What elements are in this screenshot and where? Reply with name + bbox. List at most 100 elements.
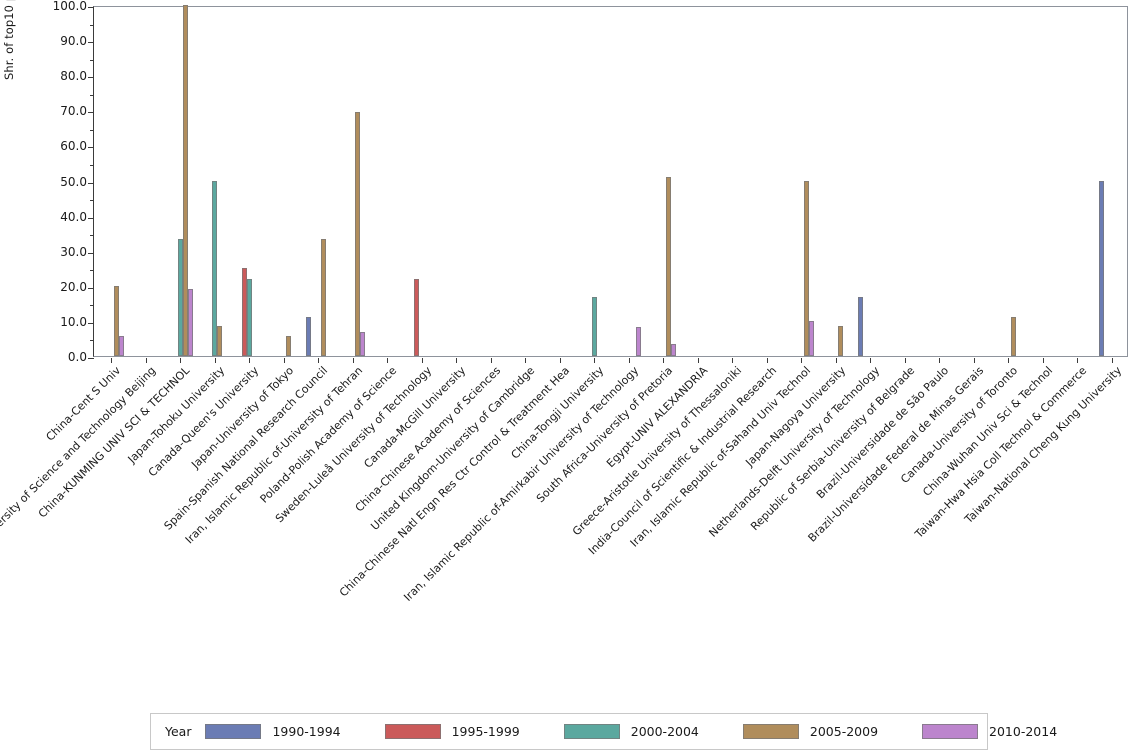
y-axis-minor-tick	[90, 305, 94, 307]
x-axis-label: Sweden-Luleå University of Technology	[272, 364, 434, 526]
y-axis-minor-tick	[90, 94, 94, 96]
bar	[241, 268, 247, 356]
x-axis-tick	[628, 358, 630, 363]
bar	[838, 326, 844, 356]
bar	[591, 297, 597, 356]
x-axis-label: Canada-McGill University	[361, 364, 469, 471]
x-axis-label: India-Council of Scientific & Industrial…	[585, 364, 779, 558]
bar	[187, 289, 193, 356]
y-axis-minor-tick	[90, 24, 94, 26]
legend-item[interactable]: 2005-2009	[742, 724, 914, 739]
legend-swatch	[922, 724, 979, 739]
y-axis-tick	[88, 287, 94, 289]
y-axis-tick	[88, 77, 94, 79]
x-axis-label: South Africa-University of Pretoria	[534, 364, 676, 506]
x-axis-label: China-Chinese Academy of Sciences	[352, 364, 503, 515]
x-axis-tick	[939, 358, 941, 363]
x-axis-label: China-Cent S Univ	[43, 364, 124, 444]
bar	[355, 112, 361, 356]
x-axis-label: China-Tongji University	[508, 364, 607, 462]
bar	[305, 317, 311, 356]
x-axis-tick	[766, 358, 768, 363]
bar	[1099, 180, 1105, 356]
x-axis-tick	[1111, 358, 1113, 363]
bar	[665, 177, 671, 356]
x-axis-tick	[180, 358, 182, 363]
y-axis-tick	[88, 322, 94, 324]
y-axis-minor-tick	[90, 164, 94, 166]
plot-area: 0.0 10.0 20.0 30.0 40.0 50.0 60.0 70.0 80.0 90.0 1…	[53, 0, 1128, 364]
bar	[414, 278, 420, 356]
legend-label: 2010-2014	[989, 724, 1058, 739]
x-axis-label: Japan-Tohoku University	[125, 364, 227, 466]
y-axis-tick	[88, 7, 94, 8]
x-axis-label: Iran, Islamic Republic of-Amirkabir Univ…	[401, 364, 641, 604]
bar	[182, 5, 188, 356]
y-axis-minor-tick	[90, 340, 94, 342]
y-axis-tick	[88, 358, 94, 359]
x-axis-label: Greece-Aristotle University of Thessalon…	[570, 364, 745, 539]
x-axis-tick	[663, 358, 665, 363]
legend-swatch	[205, 724, 262, 739]
y-axis-tick-label: 50.0	[60, 174, 87, 189]
legend-item[interactable]: 1995-1999	[384, 724, 556, 739]
x-axis-label: Brazil-Universidade Federal de Minas Ger…	[805, 364, 986, 545]
x-axis-tick	[145, 358, 147, 363]
y-axis-tick	[88, 112, 94, 114]
plot-inner: 0.0 10.0 20.0 30.0 40.0 50.0 60.0 70.0 80.0 90.0 1…	[53, 0, 1127, 364]
x-axis-tick	[283, 358, 285, 363]
y-axis-tick-label: 70.0	[60, 104, 87, 119]
x-axis-tick	[1008, 358, 1010, 363]
y-axis-tick	[88, 42, 94, 44]
x-axis-tick	[973, 358, 975, 363]
bar	[246, 278, 252, 356]
x-axis-tick	[904, 358, 906, 363]
y-axis-tick-label: 30.0	[60, 244, 87, 259]
x-axis-tick	[352, 358, 354, 363]
bar	[1010, 317, 1016, 356]
legend-swatch	[563, 724, 620, 739]
bar	[636, 326, 642, 356]
x-axis-tick	[421, 358, 423, 363]
x-axis-tick	[870, 358, 872, 363]
y-axis-tick-label: 100.0	[52, 0, 87, 13]
x-axis-label: Iran, Islamic Republic of-Sahand Univ Te…	[627, 364, 814, 550]
x-axis-label: Iran, Islamic Republic of-University of …	[182, 364, 365, 547]
legend-swatch	[384, 724, 441, 739]
bar	[286, 336, 292, 356]
legend-item[interactable]: 2000-2004	[563, 724, 735, 739]
x-axis-tick	[697, 358, 699, 363]
x-axis-tick	[318, 358, 320, 363]
legend-item[interactable]: 2010-2014	[922, 724, 1057, 739]
y-axis-title: Shr. of top10 publ., frac (%)	[2, 0, 16, 80]
x-axis-tick	[801, 358, 803, 363]
y-axis-tick-label: 40.0	[60, 209, 87, 224]
x-axis-label: Spain-Spanish National Research Council	[161, 364, 331, 533]
bar	[113, 285, 119, 356]
x-axis-label: China-Chinese Natl Engn Res Ctr Control …	[336, 364, 572, 600]
x-axis-tick	[490, 358, 492, 363]
bar	[177, 239, 183, 356]
x-axis-tick	[214, 358, 216, 363]
x-axis-tick	[835, 358, 837, 363]
y-axis-tick-label: 90.0	[60, 34, 87, 49]
bar	[320, 239, 326, 356]
x-axis-label: Taiwan-National Cheng Kung University	[961, 364, 1124, 527]
y-axis-minor-tick	[90, 129, 94, 131]
chart-legend: Year 1990-1994 1995-1999 2000-2004 2005-200…	[150, 713, 1057, 750]
y-axis-minor-tick	[90, 200, 94, 202]
bar	[803, 180, 809, 356]
x-axis-label: Taiwan-Hwa Hsia Coll Technol & Commerce	[912, 364, 1090, 541]
y-axis-minor-tick	[90, 235, 94, 237]
y-axis-minor-tick	[90, 59, 94, 61]
legend-item[interactable]: 1990-1994	[205, 724, 376, 739]
x-axis-tick	[456, 358, 458, 363]
y-axis-tick-label: 10.0	[60, 314, 87, 329]
x-axis-label: China-University of Science and Technolo…	[0, 364, 158, 573]
legend-title: Year	[165, 724, 192, 739]
legend-label: 1995-1999	[451, 724, 520, 739]
x-axis-tick	[594, 358, 596, 363]
bar	[118, 336, 124, 356]
bar	[360, 332, 366, 356]
x-axis-tick	[111, 358, 113, 363]
